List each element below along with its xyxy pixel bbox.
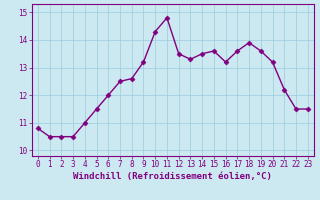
X-axis label: Windchill (Refroidissement éolien,°C): Windchill (Refroidissement éolien,°C) (73, 172, 272, 181)
